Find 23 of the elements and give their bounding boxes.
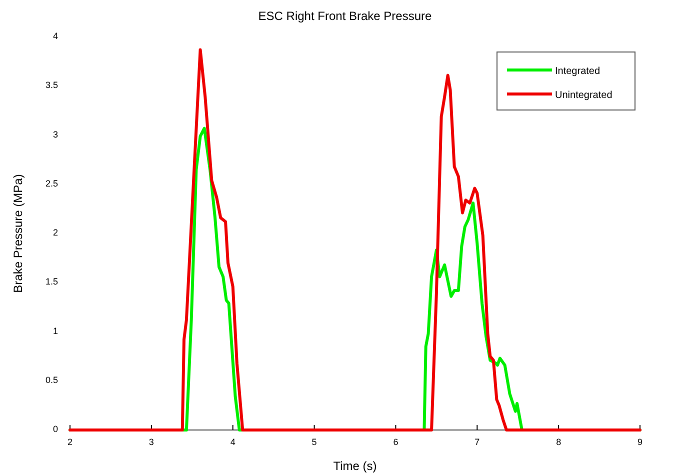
x-tick-label: 6 (393, 437, 398, 447)
y-tick-label: 1 (52, 326, 58, 336)
y-tick-label: 3 (52, 129, 58, 140)
x-tick-label: 9 (637, 437, 643, 447)
line-series (68, 48, 642, 432)
y-tick-label: 1.5 (45, 276, 58, 287)
x-tick-label: 3 (148, 437, 154, 447)
x-axis-title: Time (s) (333, 459, 377, 473)
legend-label: Integrated (555, 66, 600, 77)
x-tick-label: 4 (230, 437, 236, 447)
x-tick-label: 8 (556, 437, 562, 447)
y-tick-label: 0.5 (45, 374, 58, 385)
y-tick-label: 2 (52, 228, 58, 238)
y-tick-label: 4 (52, 31, 58, 41)
x-tick-label: 2 (67, 437, 73, 447)
y-tick-label: 0 (52, 424, 58, 434)
legend-label: Unintegrated (555, 90, 612, 101)
y-axis-title: Brake Pressure (MPa) (11, 174, 25, 293)
y-tick-label: 3.5 (45, 80, 58, 90)
x-tick-label: 5 (312, 437, 317, 447)
chart-title: ESC Right Front Brake Pressure (258, 9, 432, 23)
x-tick-label: 7 (474, 437, 480, 447)
y-tick-label: 2.5 (45, 178, 58, 188)
